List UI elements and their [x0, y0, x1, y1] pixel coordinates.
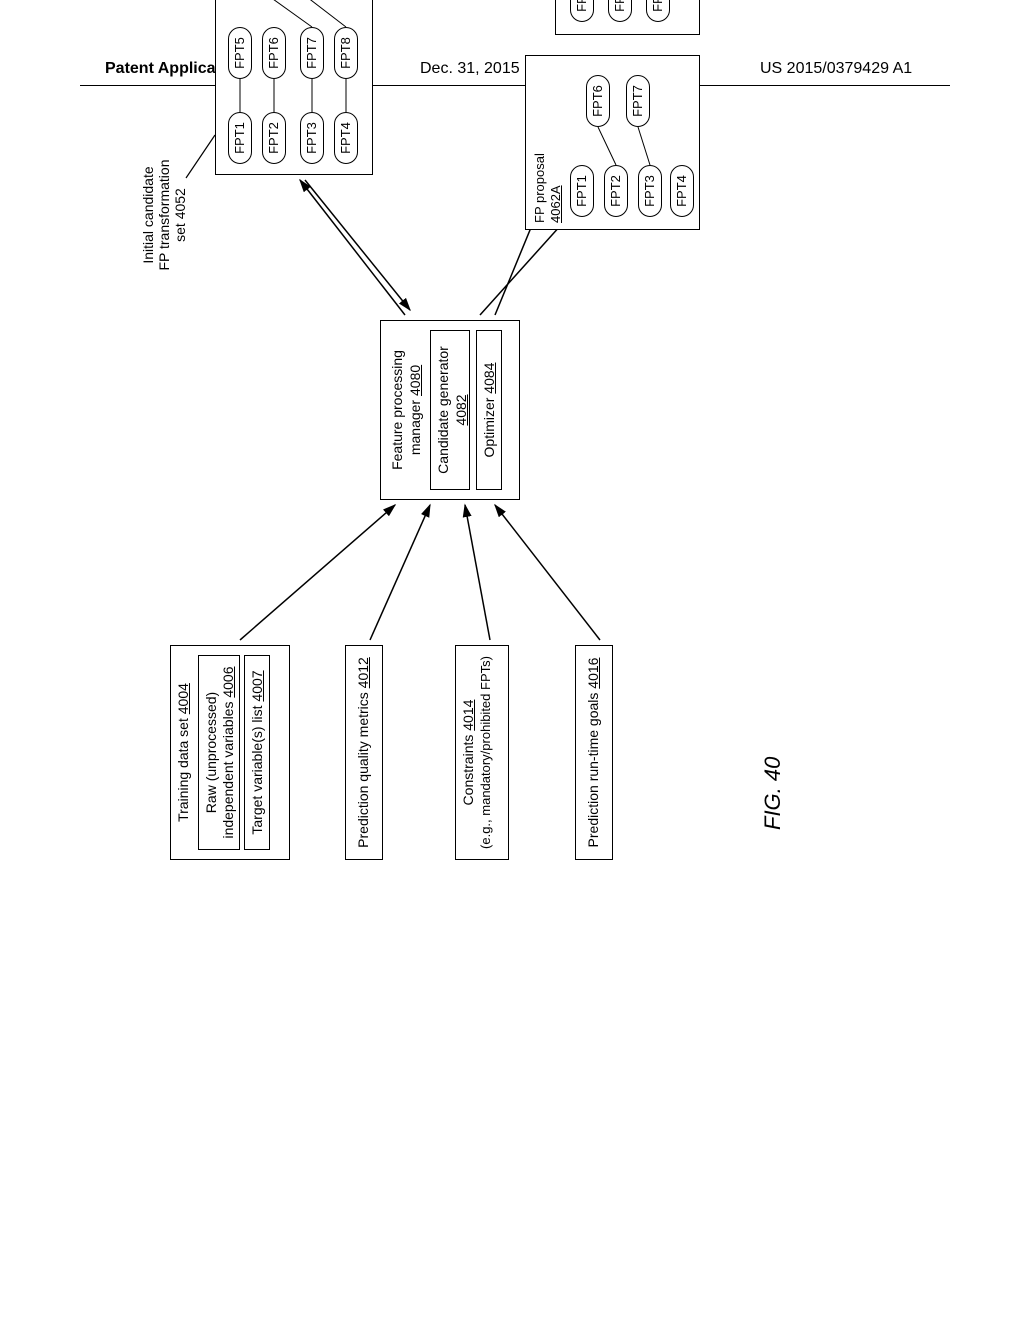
- initial-set-label-1: Initial candidate: [140, 140, 156, 290]
- prediction-quality-text: Prediction quality metrics: [355, 692, 373, 848]
- raw-vars-text: Raw (unprocessed) independent variables: [203, 692, 237, 839]
- constraints-ref: 4014: [460, 700, 476, 731]
- optimizer-box: Optimizer 4084: [476, 330, 502, 490]
- runtime-goals-ref: 4016: [585, 658, 603, 689]
- initial-set-label-2: FP transformation: [156, 140, 172, 290]
- fp-manager-ref: 4080: [407, 365, 423, 396]
- initial-set-edges: [216, 0, 374, 174]
- training-title: Training data set: [175, 718, 191, 822]
- diagram: Training data set 4004 Raw (unprocessed)…: [130, 0, 830, 870]
- raw-vars-ref: 4006: [220, 666, 236, 697]
- constraints-text: Constraints: [460, 735, 476, 806]
- target-vars-text: Target variable(s) list: [249, 705, 265, 834]
- training-title-ref: 4004: [175, 683, 191, 714]
- figure-label: FIG. 40: [760, 757, 786, 830]
- runtime-goals-box: Prediction run-time goals 4016: [575, 645, 613, 860]
- target-vars-box: Target variable(s) list 4007: [244, 655, 270, 850]
- candidate-generator-ref: 4082: [453, 394, 469, 425]
- feature-processing-manager-box: Feature processing manager 4080 Candidat…: [380, 320, 520, 500]
- initial-set-label-ref: 4052: [172, 188, 188, 219]
- diagram-wrap: Training data set 4004 Raw (unprocessed)…: [130, 170, 830, 1170]
- fp-proposal-b-label: FP proposal 4062B: [710, 0, 742, 15]
- initial-set-label-3: set: [172, 223, 188, 242]
- fp-proposal-a-edges: [526, 54, 701, 229]
- initial-set-label: Initial candidate FP transformation set …: [140, 140, 188, 290]
- fp-proposal-a-box: FP proposal 4062A FPT1 FPT2 FPT3 FPT4 FP…: [525, 55, 700, 230]
- prediction-quality-ref: 4012: [355, 657, 373, 688]
- optimizer-ref: 4084: [481, 363, 497, 394]
- fp-proposal-b-edges: [556, 0, 701, 34]
- runtime-goals-text: Prediction run-time goals: [585, 693, 603, 848]
- optimizer-text: Optimizer: [481, 398, 497, 458]
- prediction-quality-box: Prediction quality metrics 4012: [345, 645, 383, 860]
- target-vars-ref: 4007: [249, 670, 265, 701]
- training-data-set-box: Training data set 4004 Raw (unprocessed)…: [170, 645, 290, 860]
- constraints-sub: (e.g., mandatory/prohibited FPTs): [478, 652, 494, 853]
- candidate-generator-text: Candidate generator: [435, 346, 451, 474]
- initial-set-box: FPT1 FPT2 FPT3 FPT4 FPT5 FPT6 FPT7 FPT8 …: [215, 0, 373, 175]
- fp-proposal-b-box: FPT1 FPT2 FPT3 FPT5 FPT6: [555, 0, 700, 35]
- candidate-generator-box: Candidate generator 4082: [430, 330, 470, 490]
- constraints-box: Constraints 4014 (e.g., mandatory/prohib…: [455, 645, 509, 860]
- raw-vars-box: Raw (unprocessed) independent variables …: [198, 655, 240, 850]
